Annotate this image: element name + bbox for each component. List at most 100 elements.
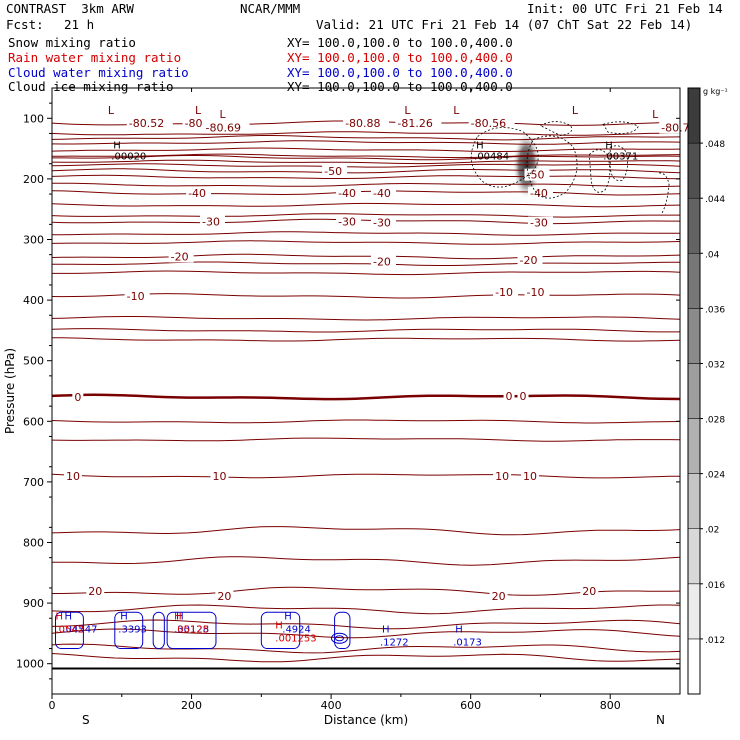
snow-maximum-value: .00020 — [111, 152, 146, 163]
isotherm-label-bg — [395, 117, 442, 130]
isotherm-label: 20 — [582, 585, 596, 598]
cloud-water-maximum-value: .3393 — [118, 624, 147, 635]
isotherm-label: -40 — [530, 187, 548, 200]
field-xy-cloud-water: XY= 100.0,100.0 to 100.0,400.0 — [287, 65, 513, 80]
cloud-ice-contour — [602, 121, 639, 134]
y-tick-label: 700 — [23, 476, 44, 489]
y-tick-label: 900 — [23, 597, 44, 610]
temperature-isotherm — [51, 393, 681, 401]
pressure-contour — [52, 270, 681, 276]
field-name-cloud-water: Cloud water mixing ratio — [8, 65, 189, 80]
isotherm-label-bg — [215, 589, 234, 602]
isotherm-label: -10 — [526, 286, 544, 299]
isotherm-label: 10 — [212, 470, 226, 483]
snow-maximum-value: .00484 — [474, 152, 509, 163]
minimum-marker: L — [453, 104, 460, 117]
cloud-ice-contour — [659, 172, 670, 216]
pressure-contour — [51, 628, 681, 639]
pressure-contour — [51, 174, 681, 180]
isotherm-label-bg — [527, 186, 553, 199]
isotherm-label-bg — [124, 289, 150, 302]
cloud-ice-contour — [539, 121, 573, 136]
isotherm-label: -80.69 — [206, 121, 241, 134]
cloud-ice-contour — [470, 127, 539, 188]
isotherm-label-bg — [336, 215, 362, 228]
field-xy-snow: XY= 100.0,100.0 to 100.0,400.0 — [287, 35, 513, 50]
pressure-contour — [51, 240, 681, 245]
isotherm-label: 20 — [492, 590, 506, 603]
isotherm-label: -30 — [373, 217, 391, 230]
cloud-water-contour — [260, 611, 301, 650]
rain-maximum-value: .05125 — [174, 624, 209, 635]
minimum-marker: L — [572, 104, 579, 117]
cloud-ice-contour — [588, 149, 611, 193]
rain-maximum-value: .001253 — [275, 633, 316, 644]
colorbar-segment — [687, 87, 701, 144]
minimum-marker: L — [108, 104, 115, 117]
isotherm-label-bg — [517, 389, 529, 402]
pressure-contour — [51, 556, 681, 566]
temperature-isotherm — [52, 586, 681, 596]
cloud-water-maximum-value: .1272 — [380, 638, 409, 649]
isotherm-label-bg — [200, 215, 226, 228]
y-tick-label: 200 — [23, 173, 44, 186]
init-time: Init: 00 UTC Fri 21 Feb 14 — [527, 1, 723, 16]
minimum-marker: L — [652, 108, 659, 121]
cloud-water-contour — [166, 611, 217, 650]
isotherm-label-bg — [126, 117, 173, 130]
isotherm-label-bg — [521, 469, 539, 482]
isotherm-label: -80.7 — [661, 121, 689, 134]
pressure-contour — [51, 316, 681, 321]
rain-maximum-marker: H — [275, 620, 283, 631]
cloud-water-contour — [334, 635, 344, 642]
isotherm-label: -30 — [530, 217, 548, 230]
pressure-contour — [51, 328, 680, 333]
cloud-water-maximum-marker: H — [455, 625, 463, 636]
colorbar-segment — [687, 363, 701, 419]
cloud-water-contour — [330, 632, 348, 644]
rain-maximum-marker: H — [174, 611, 182, 622]
colorbar-segment — [687, 308, 701, 364]
isotherm-label-bg — [370, 186, 396, 199]
isotherm-label: -81.26 — [397, 117, 432, 130]
temperature-isotherm — [51, 168, 681, 174]
pressure-contour — [51, 337, 681, 342]
colorbar-segment — [687, 528, 701, 585]
cloud-water-contour — [152, 611, 165, 650]
pressure-contour — [51, 213, 680, 218]
cloud-water-maximum-value: .04547 — [62, 624, 97, 635]
snow-maximum-marker: H — [113, 141, 121, 152]
colorbar-segment — [687, 253, 701, 309]
isotherm-label-bg — [493, 286, 519, 299]
isotherm-label-bg — [489, 589, 508, 602]
colorbar-segment — [687, 473, 701, 529]
cloud-water-maximum-marker: H — [64, 611, 72, 622]
pressure-contour — [51, 140, 681, 145]
isotherm-label: -30 — [202, 215, 220, 228]
colorbar-segment — [687, 142, 701, 199]
snow-maximum-marker: H — [605, 141, 613, 152]
y-tick-label: 500 — [23, 355, 44, 368]
field-name-snow: Snow mixing ratio — [8, 35, 136, 50]
isotherm-label-bg — [63, 469, 82, 482]
x-tick-label: 600 — [460, 699, 481, 712]
cloud-water-contour — [114, 611, 144, 650]
x-tick-label: 200 — [181, 699, 202, 712]
x-tick-label: 800 — [600, 699, 621, 712]
isotherm-label-bg — [503, 389, 515, 402]
temperature-isotherm — [51, 253, 681, 260]
colorbar-tick-label: .02 — [705, 526, 719, 536]
isotherm-label: -10 — [127, 290, 145, 303]
isotherm-label: -10 — [495, 286, 513, 299]
isotherm-label-bg — [524, 168, 550, 181]
colorbar-segment — [687, 638, 701, 695]
isotherm-label-bg — [186, 186, 212, 199]
y-tick-label: 300 — [23, 234, 44, 247]
plot-frame — [51, 87, 681, 695]
field-xy-rain: XY= 100.0,100.0 to 100.0,400.0 — [287, 50, 513, 65]
minimum-marker: L — [195, 104, 202, 117]
isotherm-label: -40 — [338, 187, 356, 200]
y-tick-label: 600 — [23, 415, 44, 428]
pressure-contour — [51, 131, 680, 136]
